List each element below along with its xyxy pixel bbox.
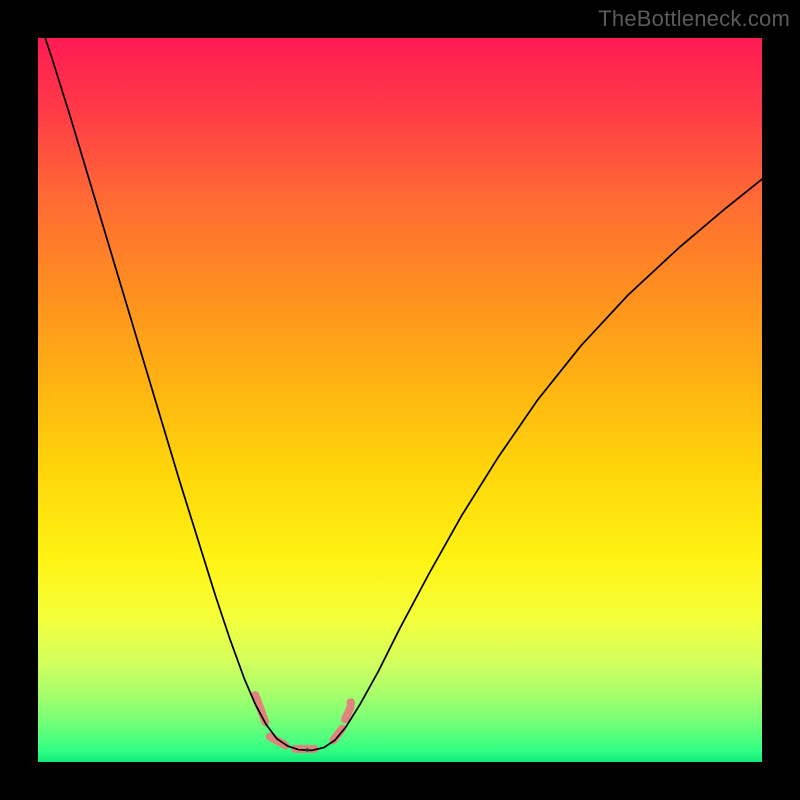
trough-marker [306, 748, 309, 751]
curve-layer [38, 38, 762, 762]
bottleneck-curve [38, 38, 762, 750]
chart-frame: TheBottleneck.com [0, 0, 800, 800]
watermark-text: TheBottleneck.com [598, 6, 790, 32]
plot-area [38, 38, 762, 762]
accent-cluster [251, 691, 355, 749]
